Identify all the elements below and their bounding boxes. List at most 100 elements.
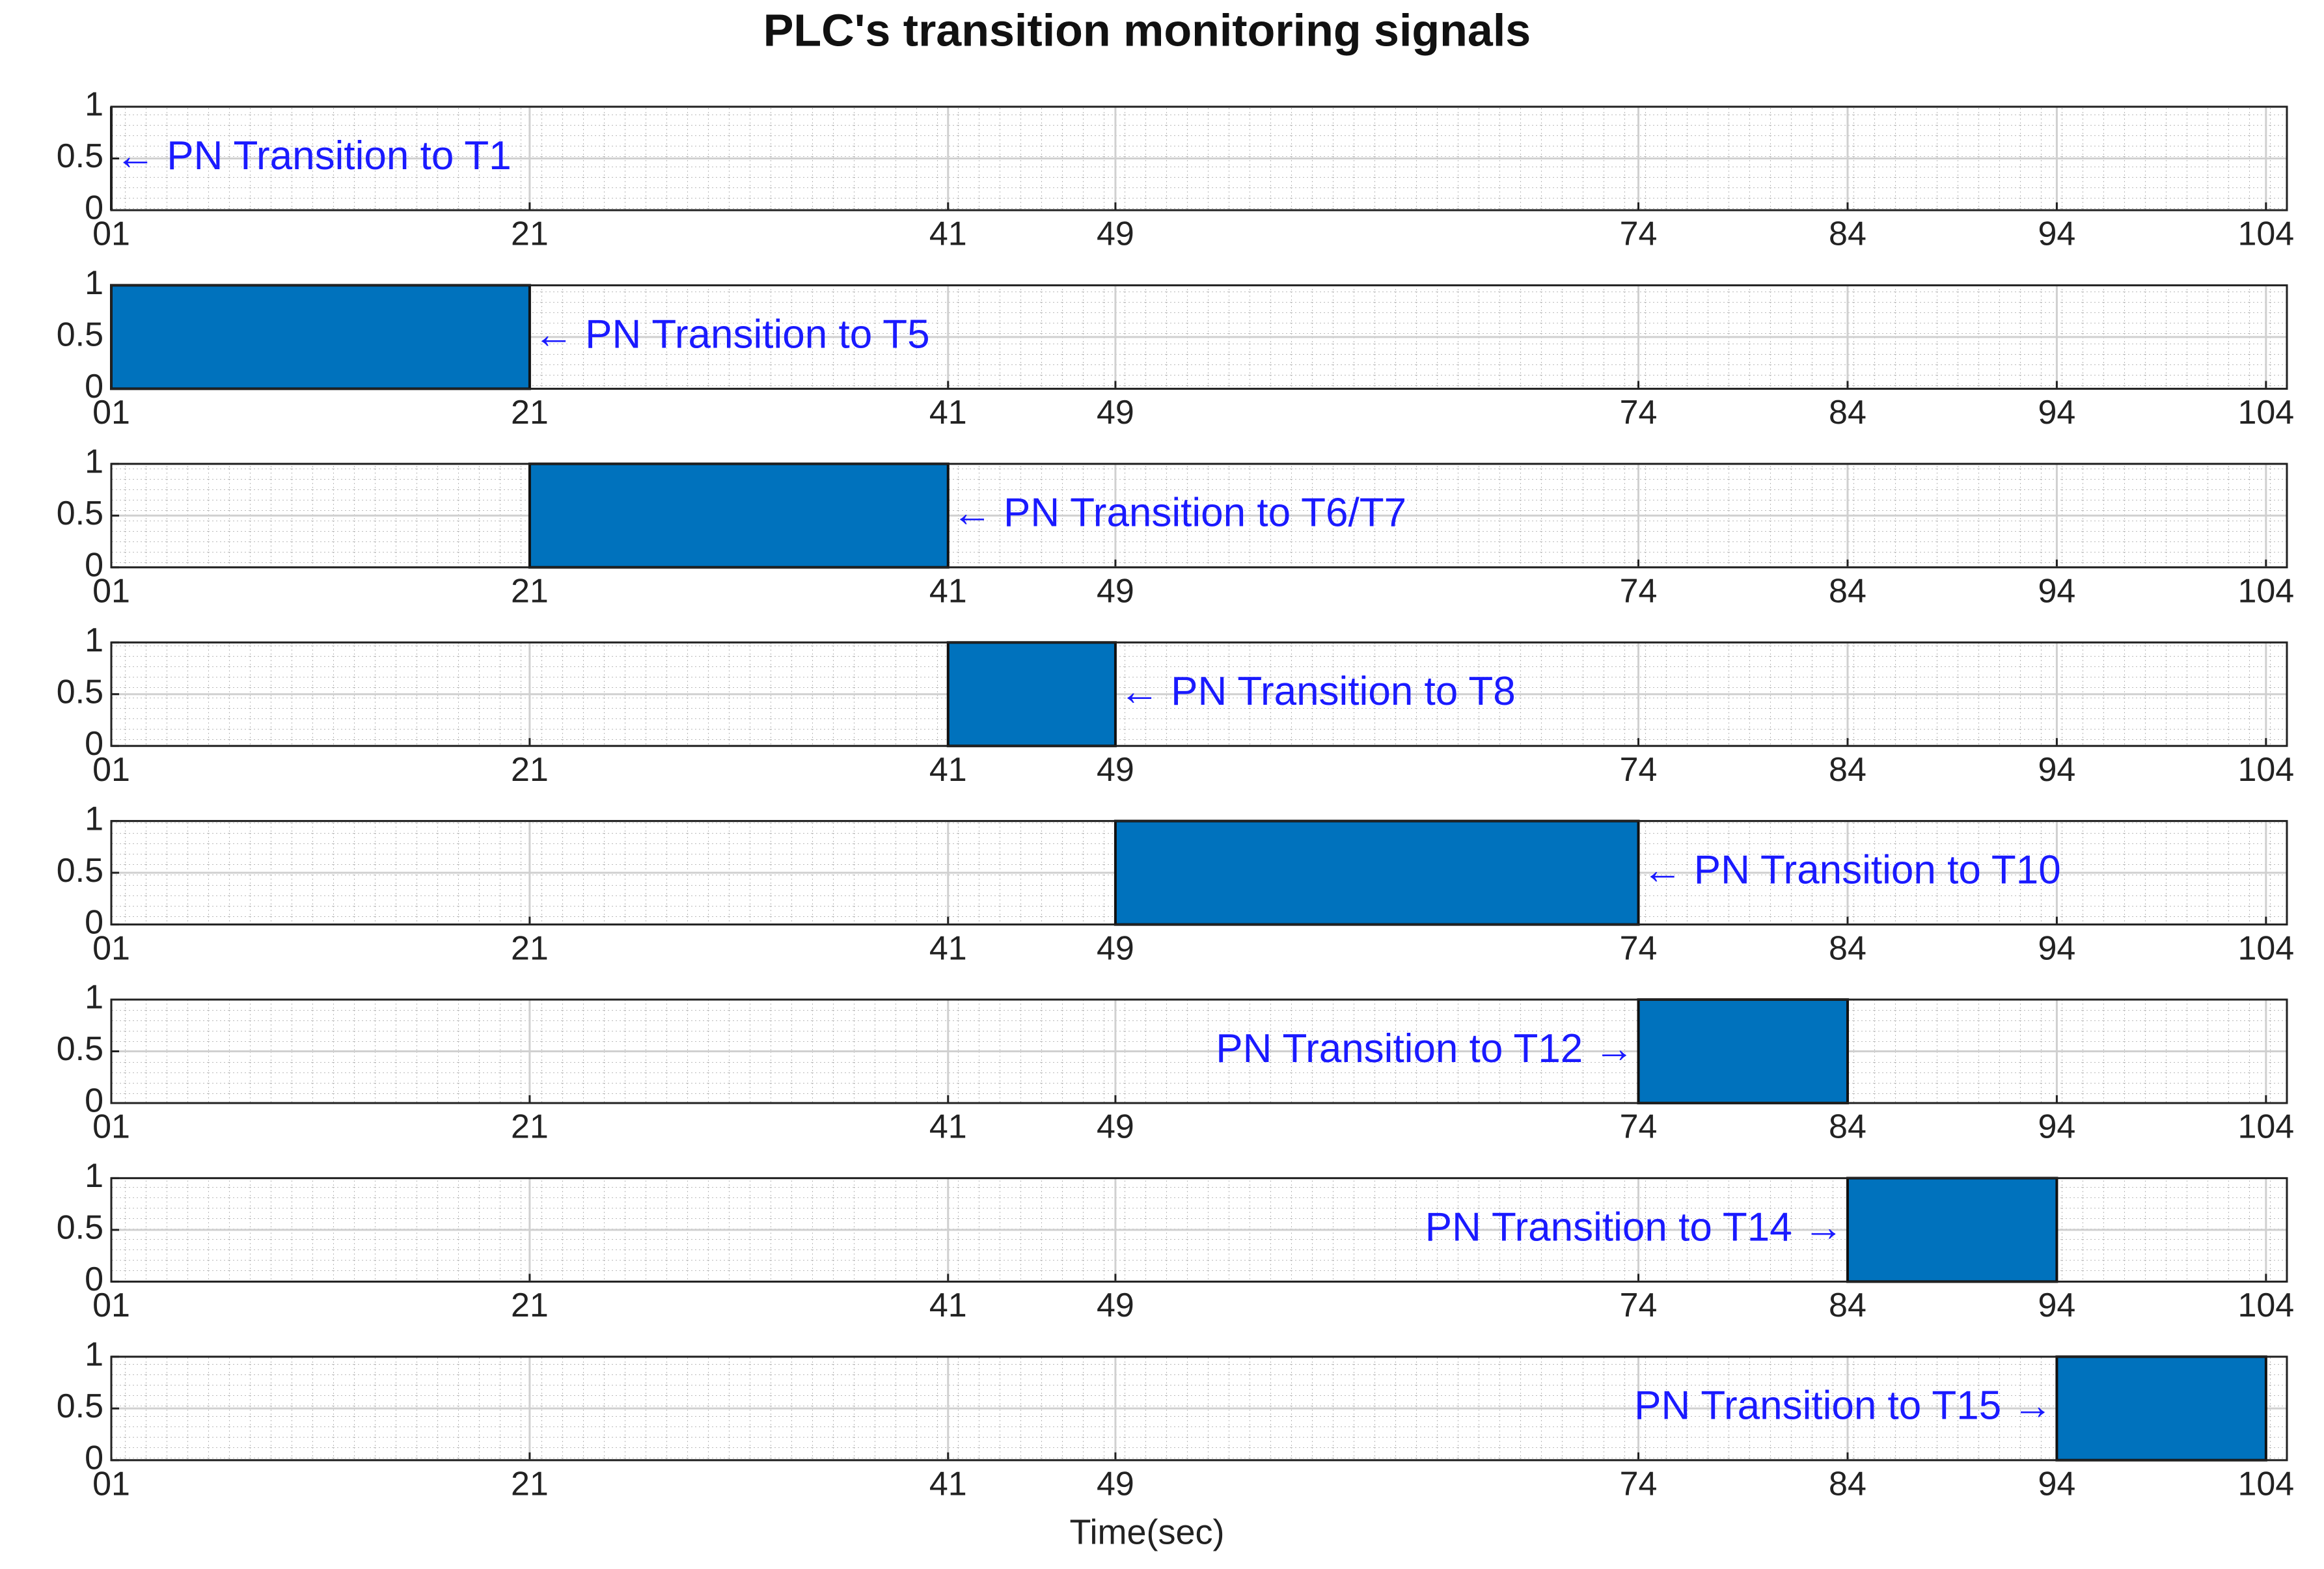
x-tick-label: 94 — [2038, 573, 2075, 610]
x-tick-label: 104 — [2237, 1466, 2294, 1503]
signal-area — [1846, 1177, 2058, 1283]
subplot: 01 21 41 49 74 84 94 104 0 0.5 1 ← PN Transition to… — [57, 800, 2295, 967]
x-tick-label: 01 — [92, 929, 130, 967]
x-tick-label: 41 — [929, 929, 967, 967]
x-tick-label: 104 — [2237, 1108, 2294, 1146]
x-tick-label: 94 — [2038, 394, 2075, 431]
x-tick-label: 104 — [2237, 1287, 2294, 1324]
x-tick-label: 01 — [92, 751, 130, 789]
x-tick-label: 41 — [929, 394, 967, 431]
y-tick-label: 0.5 — [57, 495, 103, 532]
x-tick-label: 104 — [2237, 394, 2294, 431]
y-tick-label: 0 — [85, 725, 103, 763]
x-tick-label: 104 — [2237, 929, 2294, 967]
x-tick-label: 94 — [2038, 215, 2075, 253]
x-tick-label: 49 — [1097, 394, 1134, 431]
chart-title: PLC's transition monitoring signals — [763, 5, 1531, 55]
subplot: Time(sec) 01 21 41 49 74 84 94 104 0 0.5 1 PN Transi… — [57, 1336, 2295, 1552]
plot-frame — [110, 284, 2288, 390]
x-tick-label: 104 — [2237, 573, 2294, 610]
subplot: 01 21 41 49 74 84 94 104 0 0.5 1 PN Transition to T… — [57, 1157, 2295, 1324]
x-tick-label: 21 — [511, 573, 549, 610]
signal-area — [946, 641, 1117, 748]
x-tick-label: 41 — [929, 1466, 967, 1503]
x-tick-label: 49 — [1097, 573, 1134, 610]
y-tick-label: 0.5 — [57, 137, 103, 175]
x-tick-label: 94 — [2038, 1287, 2075, 1324]
signal-area — [1114, 819, 1640, 926]
signal-area — [110, 284, 531, 390]
y-tick-label: 0.5 — [57, 316, 103, 354]
subplot: 01 21 41 49 74 84 94 104 0 0.5 1 ← PN Transition to… — [57, 443, 2295, 610]
y-tick-label: 0 — [85, 1082, 103, 1120]
y-tick-label: 1 — [85, 979, 103, 1016]
y-tick-label: 1 — [85, 264, 103, 302]
y-tick-label: 0 — [85, 368, 103, 405]
x-tick-label: 01 — [92, 1287, 130, 1324]
y-tick-label: 0.5 — [57, 1387, 103, 1425]
plot-frame — [110, 998, 2288, 1104]
annotation: PN Transition to T12 → — [1216, 1026, 1634, 1071]
signal-area — [2055, 1355, 2267, 1462]
x-tick-label: 01 — [92, 215, 130, 253]
x-tick-label: 49 — [1097, 1287, 1134, 1324]
x-tick-label: 41 — [929, 751, 967, 789]
y-tick-label: 0 — [85, 1439, 103, 1477]
y-tick-label: 1 — [85, 800, 103, 838]
x-tick-label: 74 — [1620, 1287, 1658, 1324]
x-tick-label: 74 — [1620, 215, 1658, 253]
x-tick-label: 01 — [92, 573, 130, 610]
x-tick-label: 84 — [1829, 215, 1866, 253]
x-tick-label: 74 — [1620, 573, 1658, 610]
x-tick-label: 49 — [1097, 929, 1134, 967]
x-tick-label: 01 — [92, 394, 130, 431]
x-tick-label: 01 — [92, 1108, 130, 1146]
y-tick-label: 1 — [85, 86, 103, 124]
x-tick-label: 104 — [2237, 751, 2294, 789]
x-tick-label: 84 — [1829, 1287, 1866, 1324]
y-tick-label: 1 — [85, 443, 103, 481]
x-tick-label: 94 — [2038, 929, 2075, 967]
x-tick-label: 49 — [1097, 215, 1134, 253]
x-tick-label: 01 — [92, 1466, 130, 1503]
plot-frame — [110, 463, 2288, 569]
y-tick-label: 0 — [85, 547, 103, 584]
annotation: PN Transition to T15 → — [1634, 1384, 2053, 1428]
y-tick-label: 1 — [85, 1336, 103, 1374]
signal-area — [528, 462, 950, 569]
annotation: PN Transition to T14 → — [1425, 1205, 1844, 1249]
x-tick-label: 74 — [1620, 929, 1658, 967]
subplot: 01 21 41 49 74 84 94 104 0 0.5 1 ← PN Transition to… — [57, 621, 2295, 789]
signal-area — [1637, 998, 1849, 1104]
plot-frame — [110, 820, 2288, 926]
x-tick-label: 74 — [1620, 394, 1658, 431]
plot-frame — [110, 105, 2288, 211]
x-tick-label: 21 — [511, 394, 549, 431]
x-tick-label: 84 — [1829, 573, 1866, 610]
plot-frame — [110, 641, 2288, 747]
plot-frame — [110, 1356, 2288, 1462]
annotation: ← PN Transition to T10 — [1643, 847, 2061, 892]
annotation: ← PN Transition to T8 — [1119, 669, 1516, 714]
subplot: 01 21 41 49 74 84 94 104 0 0.5 1 ← PN Transition to… — [57, 264, 2295, 431]
x-tick-label: 84 — [1829, 751, 1866, 789]
x-tick-label: 21 — [511, 1108, 549, 1146]
x-tick-label: 84 — [1829, 1108, 1866, 1146]
x-tick-label: 41 — [929, 215, 967, 253]
x-tick-label: 41 — [929, 1287, 967, 1324]
x-tick-label: 21 — [511, 751, 549, 789]
x-tick-label: 49 — [1097, 1466, 1134, 1503]
x-tick-label: 74 — [1620, 1108, 1658, 1146]
annotation: ← PN Transition to T1 — [115, 133, 512, 178]
y-tick-label: 0 — [85, 189, 103, 227]
x-tick-label: 84 — [1829, 1466, 1866, 1503]
x-tick-label: 74 — [1620, 751, 1658, 789]
x-tick-label: 94 — [2038, 751, 2075, 789]
x-tick-label: 21 — [511, 215, 549, 253]
x-axis-label: Time(sec) — [1070, 1512, 1225, 1551]
x-tick-label: 84 — [1829, 929, 1866, 967]
y-tick-label: 0.5 — [57, 852, 103, 890]
plot-frame — [110, 1177, 2288, 1283]
x-tick-label: 21 — [511, 1287, 549, 1324]
